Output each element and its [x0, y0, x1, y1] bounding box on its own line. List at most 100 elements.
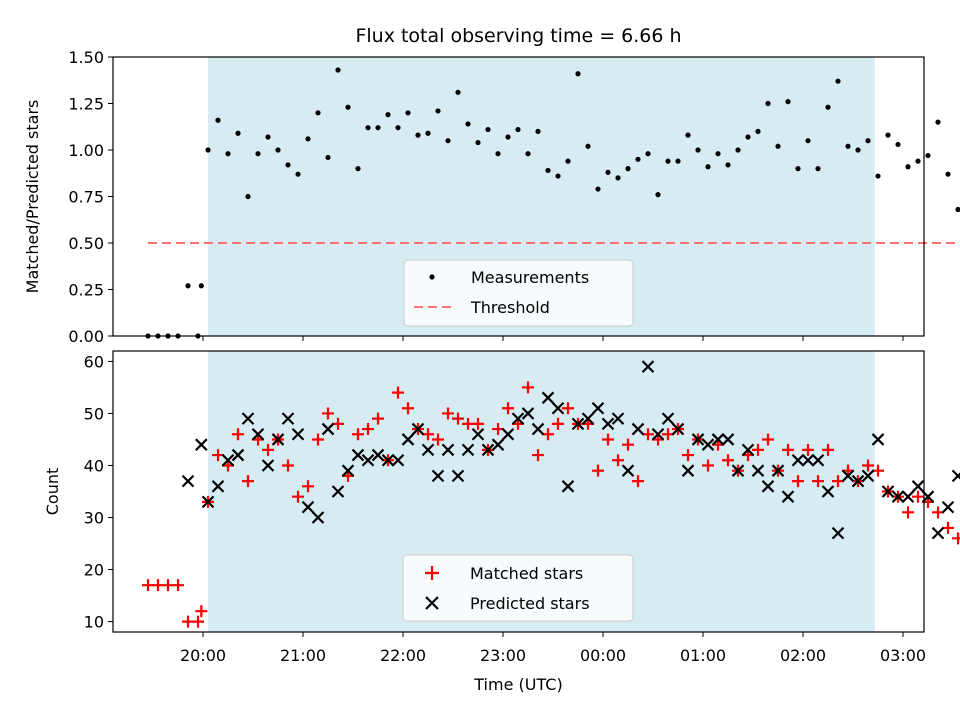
- matched-star-point: [472, 417, 484, 430]
- bottom-y-tick-label: 50: [84, 404, 104, 423]
- bottom-x-tick-label: 03:00: [880, 646, 926, 665]
- measurement-point: [465, 121, 471, 127]
- predicted-star-point: [911, 480, 925, 493]
- legend-marker-matched: [425, 566, 439, 580]
- predicted-star-point: [721, 433, 735, 446]
- predicted-star-point: [321, 422, 335, 436]
- measurement-point: [405, 110, 411, 116]
- measurement-point: [255, 151, 261, 157]
- measurement-point: [545, 167, 551, 174]
- legend-label-matched: Matched stars: [470, 564, 583, 583]
- measurement-point: [885, 132, 891, 138]
- measurement-point: [435, 108, 441, 114]
- predicted-star-point: [281, 412, 295, 425]
- predicted-star-point: [261, 459, 275, 472]
- predicted-star-point: [851, 474, 865, 488]
- predicted-star-point: [881, 485, 895, 498]
- predicted-star-point: [551, 401, 565, 415]
- predicted-star-point: [661, 412, 675, 425]
- predicted-star-point: [331, 485, 345, 498]
- predicted-star-point: [521, 407, 535, 420]
- measurement-point: [895, 141, 901, 148]
- measurement-point: [785, 99, 791, 105]
- measurement-point: [775, 143, 781, 149]
- predicted-star-point: [381, 454, 395, 467]
- top-y-axis-label: Matched/Predicted stars: [23, 100, 42, 294]
- predicted-star-point: [731, 464, 745, 477]
- measurement-point: [805, 138, 811, 144]
- measurement-point: [925, 152, 931, 159]
- predicted-star-point: [271, 433, 285, 446]
- bottom-x-tick-label: 02:00: [780, 646, 826, 665]
- predicted-star-point: [241, 412, 255, 425]
- measurement-point: [865, 138, 871, 144]
- predicted-star-point: [461, 443, 475, 457]
- matched-star-point: [542, 428, 554, 441]
- bottom-x-ticks: 20:00 21:00 22:00 23:00 00:00 01:00 02:00 03:00: [180, 632, 926, 665]
- measurement-point: [915, 158, 921, 164]
- measurement-point: [645, 151, 651, 157]
- predicted-star-point: [641, 360, 655, 373]
- matched-star-point: [602, 433, 614, 446]
- matched-star-point: [792, 475, 804, 488]
- predicted-star-point: [401, 433, 415, 446]
- top-legend-box: [403, 259, 634, 327]
- predicted-star-point: [231, 448, 245, 462]
- top-y-tick-label: 1.25: [68, 95, 104, 114]
- predicted-star-point: [251, 427, 265, 441]
- predicted-star-point: [511, 412, 525, 425]
- matched-star-point: [362, 423, 374, 436]
- matched-star-point: [952, 532, 960, 545]
- matched-star-point: [702, 459, 714, 472]
- measurement-point: [715, 151, 721, 157]
- predicted-star-point: [421, 443, 435, 457]
- matched-star-point: [232, 428, 244, 441]
- predicted-star-point: [891, 490, 905, 503]
- matched-star-points: [142, 381, 960, 628]
- measurement-point: [625, 166, 631, 172]
- predicted-star-point: [581, 412, 595, 425]
- top-y-tick-label: 0.25: [68, 281, 104, 300]
- predicted-star-point: [291, 427, 305, 441]
- measurement-point: [665, 158, 671, 164]
- predicted-star-point: [761, 480, 775, 493]
- predicted-star-point: [791, 454, 805, 467]
- predicted-star-point: [431, 469, 445, 483]
- measurement-point: [355, 166, 361, 172]
- matched-star-point: [832, 475, 844, 488]
- measurement-point: [735, 147, 741, 153]
- top-x-ticks: [202, 336, 904, 341]
- matched-star-point: [432, 433, 444, 446]
- predicted-star-point: [195, 438, 208, 451]
- bottom-y-ticks: 10 20 30 40 50 60: [84, 352, 113, 632]
- measurement-point: [875, 173, 881, 179]
- predicted-star-point: [341, 464, 355, 477]
- measurement-point: [945, 171, 951, 177]
- measurement-point: [375, 125, 381, 131]
- predicted-star-point: [501, 427, 515, 441]
- matched-star-point: [642, 428, 654, 441]
- top-y-tick-label: 0.00: [68, 327, 104, 346]
- matched-star-point: [522, 381, 534, 394]
- matched-star-point: [902, 506, 914, 519]
- matched-star-point: [502, 402, 514, 415]
- predicted-star-point: [831, 526, 845, 540]
- predicted-star-point: [821, 485, 835, 498]
- bottom-x-tick-label: 01:00: [680, 646, 726, 665]
- predicted-star-point: [931, 526, 945, 540]
- matched-star-point: [332, 417, 344, 430]
- measurement-point: [245, 193, 251, 200]
- measurement-point: [675, 158, 681, 164]
- matched-star-point: [912, 490, 924, 503]
- matched-star-point: [872, 464, 884, 477]
- matched-star-point: [242, 475, 254, 488]
- predicted-star-point: [701, 438, 715, 451]
- measurement-point: [555, 173, 561, 179]
- chart-title: Flux total observing time = 6.66 h: [355, 25, 681, 47]
- top-y-tick-label: 1.50: [68, 48, 104, 67]
- predicted-star-point: [301, 500, 315, 514]
- measurement-points: [145, 67, 960, 339]
- matched-star-point: [612, 454, 624, 467]
- bottom-y-tick-label: 40: [84, 456, 104, 475]
